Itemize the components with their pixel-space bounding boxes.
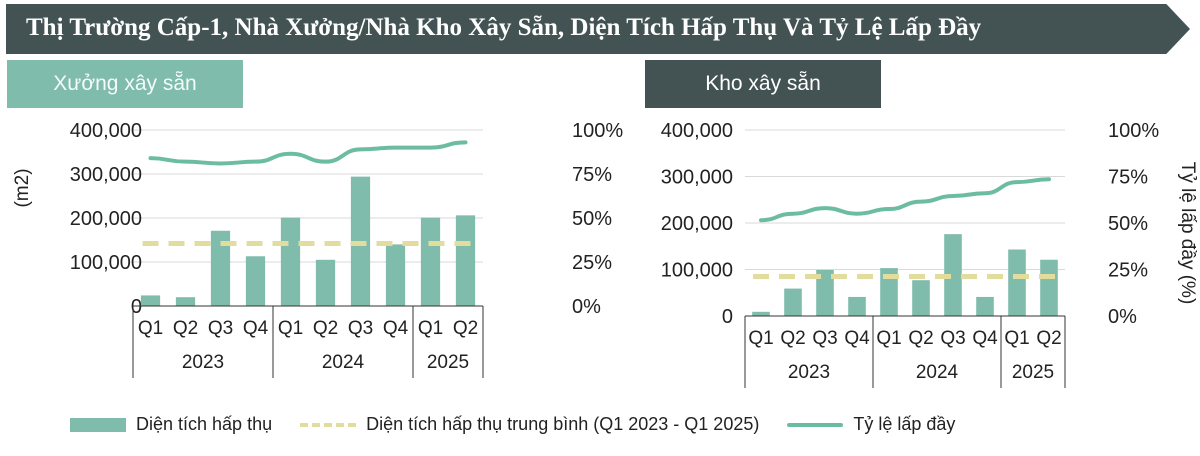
x-tick-label: Q2 xyxy=(173,318,198,339)
x-tick-label: Q4 xyxy=(243,318,269,339)
bar xyxy=(245,256,266,306)
y2-tick-label: 75% xyxy=(1108,167,1148,189)
y2-tick-label: 25% xyxy=(572,252,612,274)
occupancy-line xyxy=(148,140,468,166)
x-tick-label: Q2 xyxy=(1036,328,1061,349)
panel-label-factory: Xưởng xây sẵn xyxy=(7,60,243,108)
legend-swatch-average xyxy=(300,422,357,427)
y-tick-label: 100,000 xyxy=(661,260,733,282)
x-tick-label: Q4 xyxy=(383,318,409,339)
title-bar: Thị Trường Cấp-1, Nhà Xưởng/Nhà Kho Xây … xyxy=(6,4,1190,54)
bar xyxy=(385,244,406,306)
x-tick-label: Q2 xyxy=(453,318,478,339)
bar xyxy=(816,269,834,316)
x-group-label: 2023 xyxy=(182,352,224,373)
bar xyxy=(944,234,962,316)
x-tick-label: Q1 xyxy=(138,318,163,339)
legend-swatch-line xyxy=(787,422,844,427)
x-group-label: 2023 xyxy=(788,362,830,383)
y2-tick-label: 50% xyxy=(1108,213,1148,235)
x-tick-label: Q3 xyxy=(348,318,373,339)
x-tick-label: Q3 xyxy=(940,328,965,349)
legend-item-average: Diện tích hấp thụ trung bình (Q1 2023 - … xyxy=(300,414,759,435)
x-tick-label: Q1 xyxy=(1004,328,1029,349)
y2-tick-label: 100% xyxy=(572,120,623,142)
bar xyxy=(976,296,994,316)
y-tick-label: 300,000 xyxy=(70,164,142,186)
legend-label-line: Tỷ lệ lấp đầy xyxy=(853,414,956,434)
legend-item-bar: Diện tích hấp thụ xyxy=(70,414,272,435)
bar xyxy=(912,280,930,316)
x-tick-label: Q1 xyxy=(876,328,901,349)
y2-tick-label: 100% xyxy=(1108,120,1159,142)
bar xyxy=(175,297,196,306)
bar xyxy=(784,288,802,316)
x-group-label: 2025 xyxy=(1012,362,1054,383)
bar xyxy=(848,296,866,316)
chart-title: Thị Trường Cấp-1, Nhà Xưởng/Nhà Kho Xây … xyxy=(26,14,982,41)
x-tick-label: Q1 xyxy=(278,318,303,339)
bar xyxy=(1008,249,1026,316)
x-tick-label: Q1 xyxy=(418,318,443,339)
x-group-label: 2024 xyxy=(916,362,959,383)
y2-tick-label: 0% xyxy=(1108,306,1137,328)
y-tick-label: 400,000 xyxy=(70,120,142,142)
bar xyxy=(752,311,770,316)
x-tick-label: Q2 xyxy=(780,328,805,349)
bar xyxy=(210,230,231,306)
y-tick-label: 200,000 xyxy=(70,208,142,230)
panel-label-warehouse: Kho xây sẵn xyxy=(645,60,881,108)
bar xyxy=(455,215,476,306)
x-tick-label: Q2 xyxy=(908,328,933,349)
y2-tick-label: 0% xyxy=(572,296,601,318)
y2-axis-title: Tỷ lệ lấp đầy (%) xyxy=(1177,162,1198,305)
y-tick-label: 400,000 xyxy=(661,120,733,142)
y2-tick-label: 50% xyxy=(572,208,612,230)
legend-item-line: Tỷ lệ lấp đầy xyxy=(787,414,955,435)
y-tick-label: 200,000 xyxy=(661,213,733,235)
occupancy-line xyxy=(759,177,1051,223)
y-tick-label: 300,000 xyxy=(661,167,733,189)
legend-swatch-bar xyxy=(70,417,126,432)
x-group-label: 2024 xyxy=(322,352,365,373)
x-tick-label: Q4 xyxy=(844,328,870,349)
y-tick-label: 0 xyxy=(131,296,142,318)
x-tick-label: Q3 xyxy=(812,328,837,349)
bar xyxy=(1040,259,1058,316)
bar xyxy=(140,295,161,306)
x-tick-label: Q4 xyxy=(972,328,998,349)
legend-label-average: Diện tích hấp thụ trung bình (Q1 2023 - … xyxy=(366,414,760,434)
y-tick-label: 100,000 xyxy=(70,252,142,274)
x-tick-label: Q3 xyxy=(208,318,233,339)
x-tick-label: Q2 xyxy=(313,318,338,339)
bar xyxy=(315,259,336,306)
x-tick-label: Q1 xyxy=(748,328,773,349)
bar xyxy=(880,268,898,316)
y-tick-label: 0 xyxy=(722,306,733,328)
bar xyxy=(420,217,441,306)
y2-tick-label: 25% xyxy=(1108,260,1148,282)
y2-tick-label: 75% xyxy=(572,164,612,186)
legend: Diện tích hấp thụ Diện tích hấp thụ trun… xyxy=(70,414,983,435)
x-group-label: 2025 xyxy=(427,352,469,373)
y-axis-title: (m2) xyxy=(12,168,33,207)
bar xyxy=(280,217,301,306)
legend-label-bar: Diện tích hấp thụ xyxy=(136,414,273,434)
